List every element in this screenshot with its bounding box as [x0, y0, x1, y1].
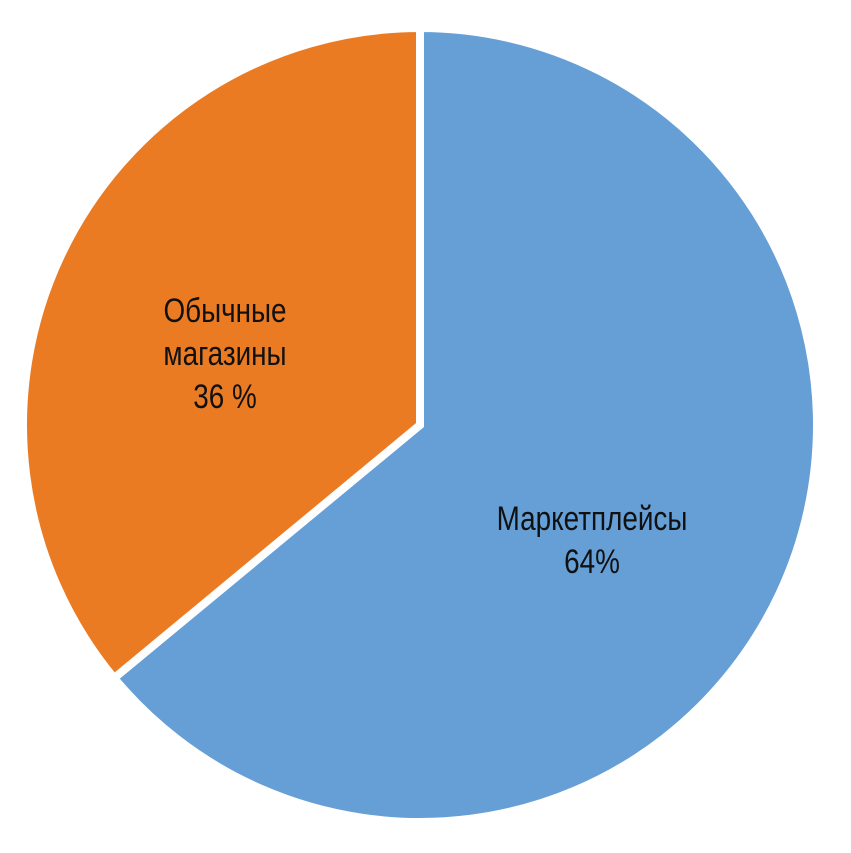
slice-label: Обычные магазины 36 %: [163, 291, 286, 415]
slice-label: Маркетплейсы 64%: [497, 499, 688, 580]
slice-label-line: 64%: [564, 542, 620, 580]
pie-slice: [19, 23, 424, 684]
slice-label-line: Маркетплейсы: [497, 499, 688, 537]
slice-label-line: магазины: [163, 334, 286, 372]
slice-label-line: 36 %: [193, 377, 257, 415]
pie-slice: [108, 23, 821, 826]
slice-label-line: Обычные: [163, 291, 286, 329]
